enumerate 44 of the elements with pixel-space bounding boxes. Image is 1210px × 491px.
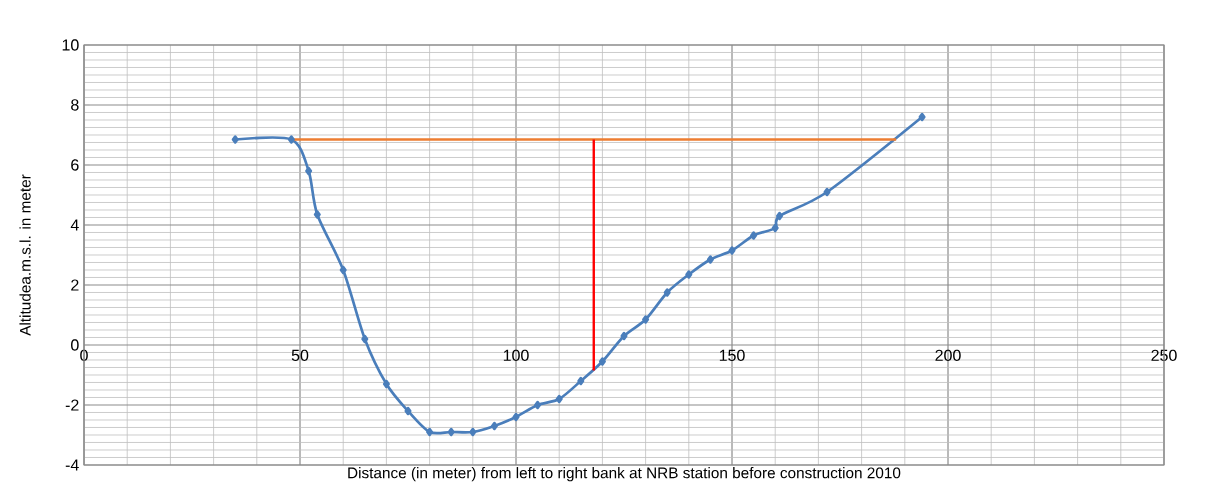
y-tick-label: 10 — [62, 39, 79, 51]
point — [313, 210, 321, 219]
point — [642, 315, 650, 324]
point — [685, 270, 693, 279]
point — [663, 288, 671, 297]
y-tick-label: 0 — [71, 339, 79, 351]
point — [577, 376, 585, 386]
x-tick-label: 250 — [1151, 349, 1177, 362]
point — [361, 334, 369, 344]
point — [287, 135, 295, 144]
point — [823, 187, 831, 197]
x-tick-label: 100 — [503, 349, 529, 362]
y-tick-label: 2 — [71, 279, 79, 291]
point — [555, 394, 563, 404]
y-tick-label: 6 — [71, 159, 79, 171]
point — [305, 166, 313, 176]
point — [447, 427, 455, 437]
point — [490, 421, 498, 431]
point — [534, 400, 542, 410]
point — [918, 112, 926, 122]
y-tick-label: -4 — [65, 459, 79, 471]
point — [771, 223, 779, 233]
point — [339, 265, 347, 275]
y-axis-title: Altitudea.m.s.l. in meter — [19, 174, 31, 336]
point — [775, 211, 784, 221]
y-tick-label: -2 — [65, 399, 79, 411]
point — [728, 246, 736, 255]
x-tick-label: 200 — [935, 349, 961, 362]
point — [750, 231, 758, 240]
point — [231, 135, 239, 144]
x-tick-label: 150 — [719, 349, 745, 362]
point — [426, 427, 434, 437]
point — [382, 379, 390, 389]
point — [706, 255, 714, 264]
x-tick-label: 50 — [291, 349, 309, 362]
y-tick-label: 4 — [70, 219, 79, 231]
y-tick-label: 8 — [71, 99, 79, 111]
point — [512, 412, 520, 422]
x-tick-label: 0 — [80, 349, 88, 362]
point — [404, 406, 412, 416]
point — [620, 331, 628, 341]
x-axis-title: Distance (in meter) from left to right bank at NRB station before construction 2010 — [348, 467, 901, 482]
point — [469, 427, 477, 437]
point — [598, 357, 606, 366]
